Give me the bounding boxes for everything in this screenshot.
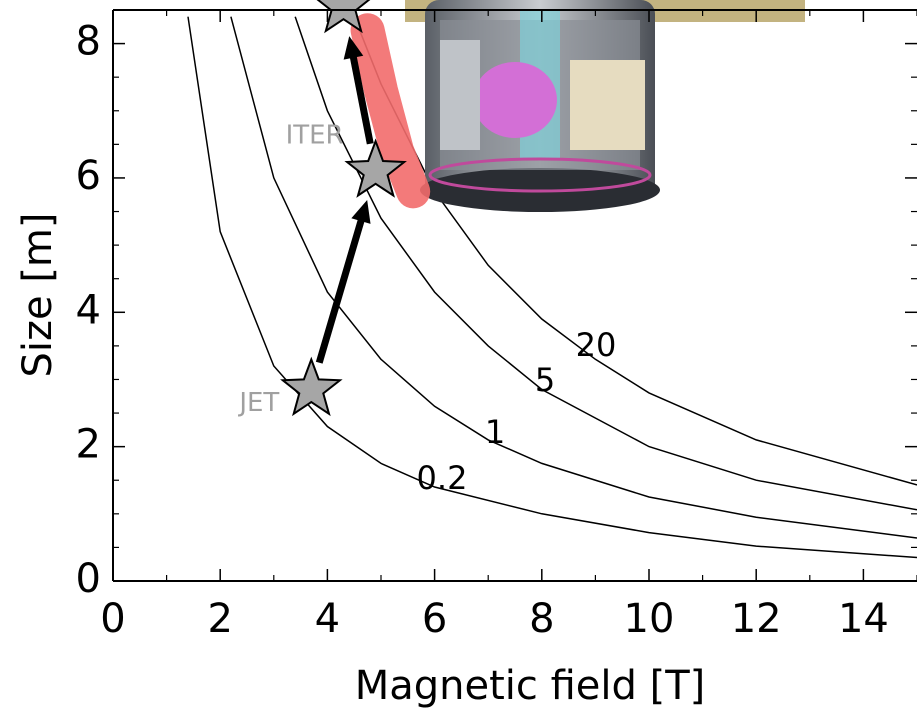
x-tick-label: 2 bbox=[207, 596, 232, 642]
chart: JET ITER Magnetic field [T] Size [m] 0 2 4 6… bbox=[0, 0, 917, 715]
iter-illustration bbox=[405, 0, 805, 212]
x-tick-label: 14 bbox=[838, 596, 889, 642]
x-tick-label: 0 bbox=[100, 596, 125, 642]
curve-label: 0.2 bbox=[417, 459, 468, 497]
y-tick-label: 2 bbox=[76, 422, 101, 468]
overlay-layer: JET ITER bbox=[237, 0, 413, 418]
star-label: ITER bbox=[286, 121, 344, 151]
page: {"chart_data": {"type": "line", "xlabel"… bbox=[0, 0, 917, 715]
y-tick-label: 6 bbox=[76, 153, 101, 199]
y-tick-label: 4 bbox=[76, 287, 101, 333]
arrow-shaft bbox=[319, 210, 364, 363]
x-tick-label: 6 bbox=[422, 596, 447, 642]
curve-label: 5 bbox=[535, 361, 555, 399]
y-tick-label: 0 bbox=[76, 556, 101, 602]
arrow-head bbox=[351, 200, 370, 224]
y-tick-label: 8 bbox=[76, 19, 101, 65]
x-tick-label: 10 bbox=[624, 596, 675, 642]
star-label: JET bbox=[237, 388, 279, 418]
curve-label: 1 bbox=[485, 413, 505, 451]
star-marker bbox=[283, 360, 340, 414]
x-tick-label: 8 bbox=[529, 596, 554, 642]
curve-label: 20 bbox=[576, 326, 617, 364]
y-axis-label: Size [m] bbox=[15, 213, 61, 378]
x-tick-label: 4 bbox=[315, 596, 340, 642]
x-axis-label: Magnetic field [T] bbox=[355, 663, 706, 709]
x-tick-label: 12 bbox=[731, 596, 782, 642]
